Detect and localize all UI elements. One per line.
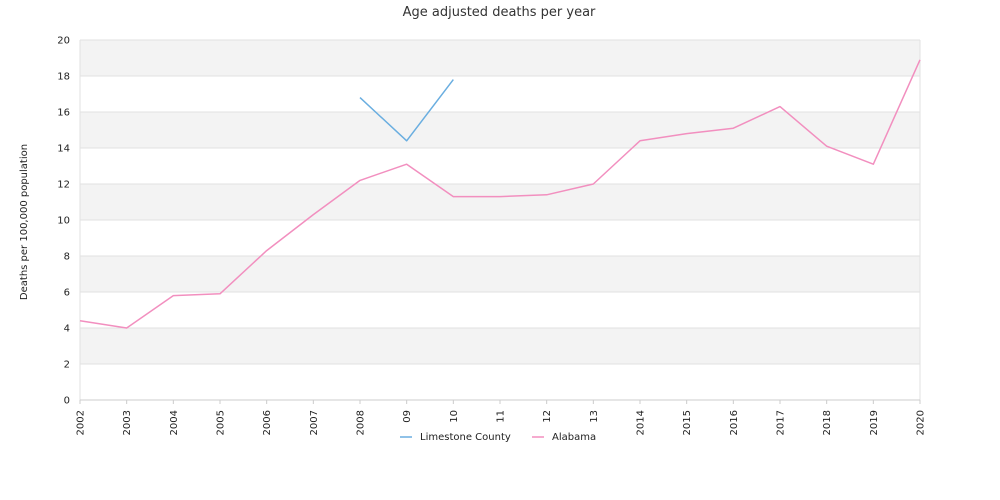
legend-label: Limestone County: [420, 432, 511, 443]
series-line-alabama: [79, 59, 921, 329]
y-ticks: 0 2 4 6 8 10 12 14 16 18 20: [57, 36, 70, 407]
x-tick-label: 09: [402, 410, 413, 423]
x-tick-label: 2008: [356, 410, 367, 435]
x-tick-label: 11: [496, 410, 507, 423]
x-tick-label: 2015: [682, 410, 693, 435]
x-tick-label: 2016: [729, 410, 740, 435]
y-tick-label: 0: [64, 396, 70, 407]
x-tick-label: 13: [589, 410, 600, 423]
y-tick-label: 6: [64, 288, 70, 299]
grid-band: [80, 76, 920, 112]
grid-band: [80, 184, 920, 220]
x-ticks: 2002 2003 2004 2005 2006 2007 2008 09 10 11 12 13 20…: [76, 400, 927, 435]
legend: Limestone County Alabama: [400, 432, 596, 443]
grid-band: [80, 40, 920, 76]
grid-band: [80, 328, 920, 364]
y-tick-label: 2: [64, 360, 70, 371]
x-tick-label: 2007: [309, 410, 320, 435]
grid-band: [80, 220, 920, 256]
x-tick-label: 12: [542, 410, 553, 423]
grid-bands: [80, 40, 920, 400]
x-tick-label: 2020: [916, 410, 927, 435]
grid-band: [80, 256, 920, 292]
grid-band: [80, 364, 920, 400]
x-tick-label: 2002: [76, 410, 87, 435]
y-tick-label: 4: [64, 324, 70, 335]
chart-title: Age adjusted deaths per year: [403, 5, 596, 20]
x-tick-label: 2006: [262, 410, 273, 435]
x-tick-label: 2014: [636, 410, 647, 435]
y-tick-label: 14: [57, 144, 70, 155]
y-axis-label: Deaths per 100,000 population: [19, 144, 30, 300]
series-lines: [79, 59, 921, 329]
x-tick-label: 2019: [869, 410, 880, 435]
x-tick-label: 2005: [216, 410, 227, 435]
y-tick-label: 8: [64, 252, 70, 263]
x-tick-label: 2003: [122, 410, 133, 435]
series-line-limestone-county: [359, 79, 454, 142]
x-tick-label: 10: [449, 410, 460, 423]
legend-label: Alabama: [552, 432, 596, 443]
grid-band: [80, 292, 920, 328]
y-tick-label: 20: [57, 36, 70, 47]
y-tick-label: 16: [57, 108, 70, 119]
y-tick-label: 10: [57, 216, 70, 227]
grid-band: [80, 148, 920, 184]
grid-band: [80, 112, 920, 148]
y-tick-label: 18: [57, 72, 70, 83]
x-tick-label: 2004: [169, 410, 180, 435]
x-tick-label: 2018: [822, 410, 833, 435]
y-tick-label: 12: [57, 180, 70, 191]
x-tick-label: 2017: [776, 410, 787, 435]
